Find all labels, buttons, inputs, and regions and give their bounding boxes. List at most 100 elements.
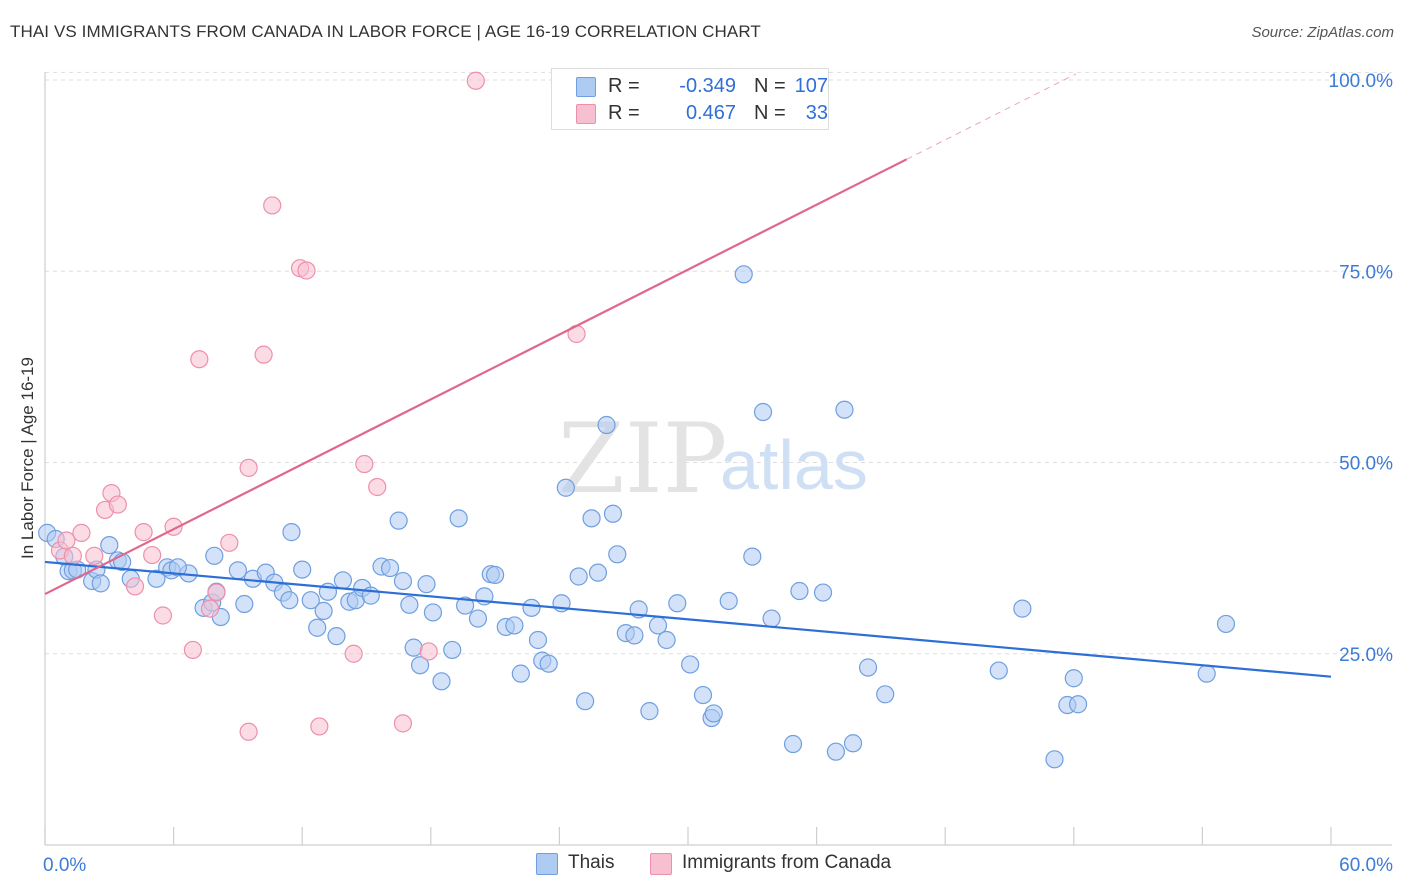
thais-point [753, 402, 773, 422]
thais-legend-swatch [536, 853, 558, 875]
thais-point [1064, 669, 1083, 688]
thais-point [282, 523, 301, 542]
grid-lines [45, 71, 1392, 655]
thais-point [327, 627, 346, 646]
thais-point [790, 581, 809, 601]
canada-point [190, 350, 209, 369]
thais-n-value: 107 [794, 75, 828, 97]
thais-point [423, 603, 443, 622]
thais-point [640, 702, 659, 721]
thais-point [100, 536, 119, 555]
thais-point [389, 511, 408, 530]
canada-point [310, 717, 329, 736]
thais-point [314, 601, 333, 621]
canada-n-label: N = [754, 102, 786, 124]
y-tick-label: 100.0% [1329, 71, 1394, 92]
thais-trend-line [44, 560, 1332, 678]
thais-point [293, 560, 312, 579]
watermark-atlas: atlas [720, 426, 868, 504]
thais-point [528, 630, 548, 650]
thais-point [393, 571, 413, 591]
thais-point [556, 478, 575, 497]
canada-point [200, 599, 220, 618]
thais-point [813, 583, 833, 602]
thais-point [468, 609, 488, 628]
thais-points [38, 265, 1236, 769]
canada-point [355, 454, 374, 474]
x-tick-label: 0.0% [43, 855, 86, 876]
canada-point [368, 477, 387, 497]
thais-point [743, 547, 762, 566]
y-tick-label: 50.0% [1339, 454, 1393, 475]
canada-point [220, 533, 239, 552]
canada-point [125, 577, 145, 596]
thais-point [417, 575, 436, 594]
thais-point [1068, 695, 1088, 714]
thais-point [455, 596, 475, 615]
thais-point [582, 509, 601, 528]
canada-point [63, 546, 82, 565]
thais-legend-label: Thais [568, 852, 615, 873]
thais-point [168, 558, 187, 577]
canada-point [143, 545, 162, 565]
canada-point [419, 642, 438, 661]
thais-point [681, 655, 700, 674]
thais-point [280, 591, 299, 610]
thais-point [608, 545, 627, 564]
thais-point [835, 400, 854, 419]
thais-point [876, 685, 895, 704]
thais-point [719, 591, 738, 611]
thais-point [380, 558, 400, 578]
canada-point [108, 495, 127, 514]
canada-legend-swatch [650, 853, 672, 875]
canada-r-value: 0.467 [685, 102, 736, 124]
canada-point [85, 546, 104, 565]
thais-point [625, 626, 644, 645]
canada-trend-extension [906, 73, 1077, 160]
thais-point [91, 574, 110, 593]
thais-point [308, 618, 327, 637]
canada-point [344, 644, 363, 663]
thais-point [228, 561, 247, 580]
canada-n-value: 33 [805, 102, 828, 124]
canada-point [207, 583, 226, 602]
thais-point [511, 664, 530, 683]
thais-point [147, 569, 166, 588]
canada-point [393, 714, 413, 733]
canada-legend-label: Immigrants from Canada [682, 852, 892, 873]
canada-point [183, 640, 202, 660]
watermark-zip: ZIP [558, 403, 727, 515]
chart-title: THAI VS IMMIGRANTS FROM CANADA IN LABOR … [10, 22, 761, 41]
thais-point [443, 640, 462, 660]
canada-point [297, 261, 316, 280]
thais-point [704, 704, 723, 723]
thais-point [539, 654, 558, 673]
canada-point [466, 71, 485, 90]
thais-n-label: N = [754, 75, 786, 97]
thais-point [843, 734, 863, 753]
thais-point [205, 546, 224, 565]
thais-point [826, 742, 845, 761]
y-tick-label: 25.0% [1339, 645, 1393, 666]
canada-point [254, 345, 273, 364]
thais-point [603, 504, 623, 523]
thais-point [1197, 664, 1216, 683]
thais-point [762, 609, 781, 628]
thais-point [400, 595, 419, 614]
thais-r-label: R = [608, 75, 640, 97]
thais-point [1045, 750, 1064, 769]
thais-point [989, 661, 1008, 680]
x-tick-label: 60.0% [1339, 855, 1393, 876]
thais-point [693, 685, 713, 705]
canada-swatch [576, 104, 596, 124]
thais-point [657, 630, 676, 650]
thais-point [597, 415, 616, 435]
thais-point [569, 567, 588, 586]
y-axis-label: In Labor Force | Age 16-19 [18, 357, 37, 559]
thais-point [505, 616, 524, 635]
thais-point [410, 656, 430, 675]
thais-point [486, 565, 505, 585]
canada-point [153, 606, 172, 625]
source-label: Source: ZipAtlas.com [1251, 24, 1394, 41]
